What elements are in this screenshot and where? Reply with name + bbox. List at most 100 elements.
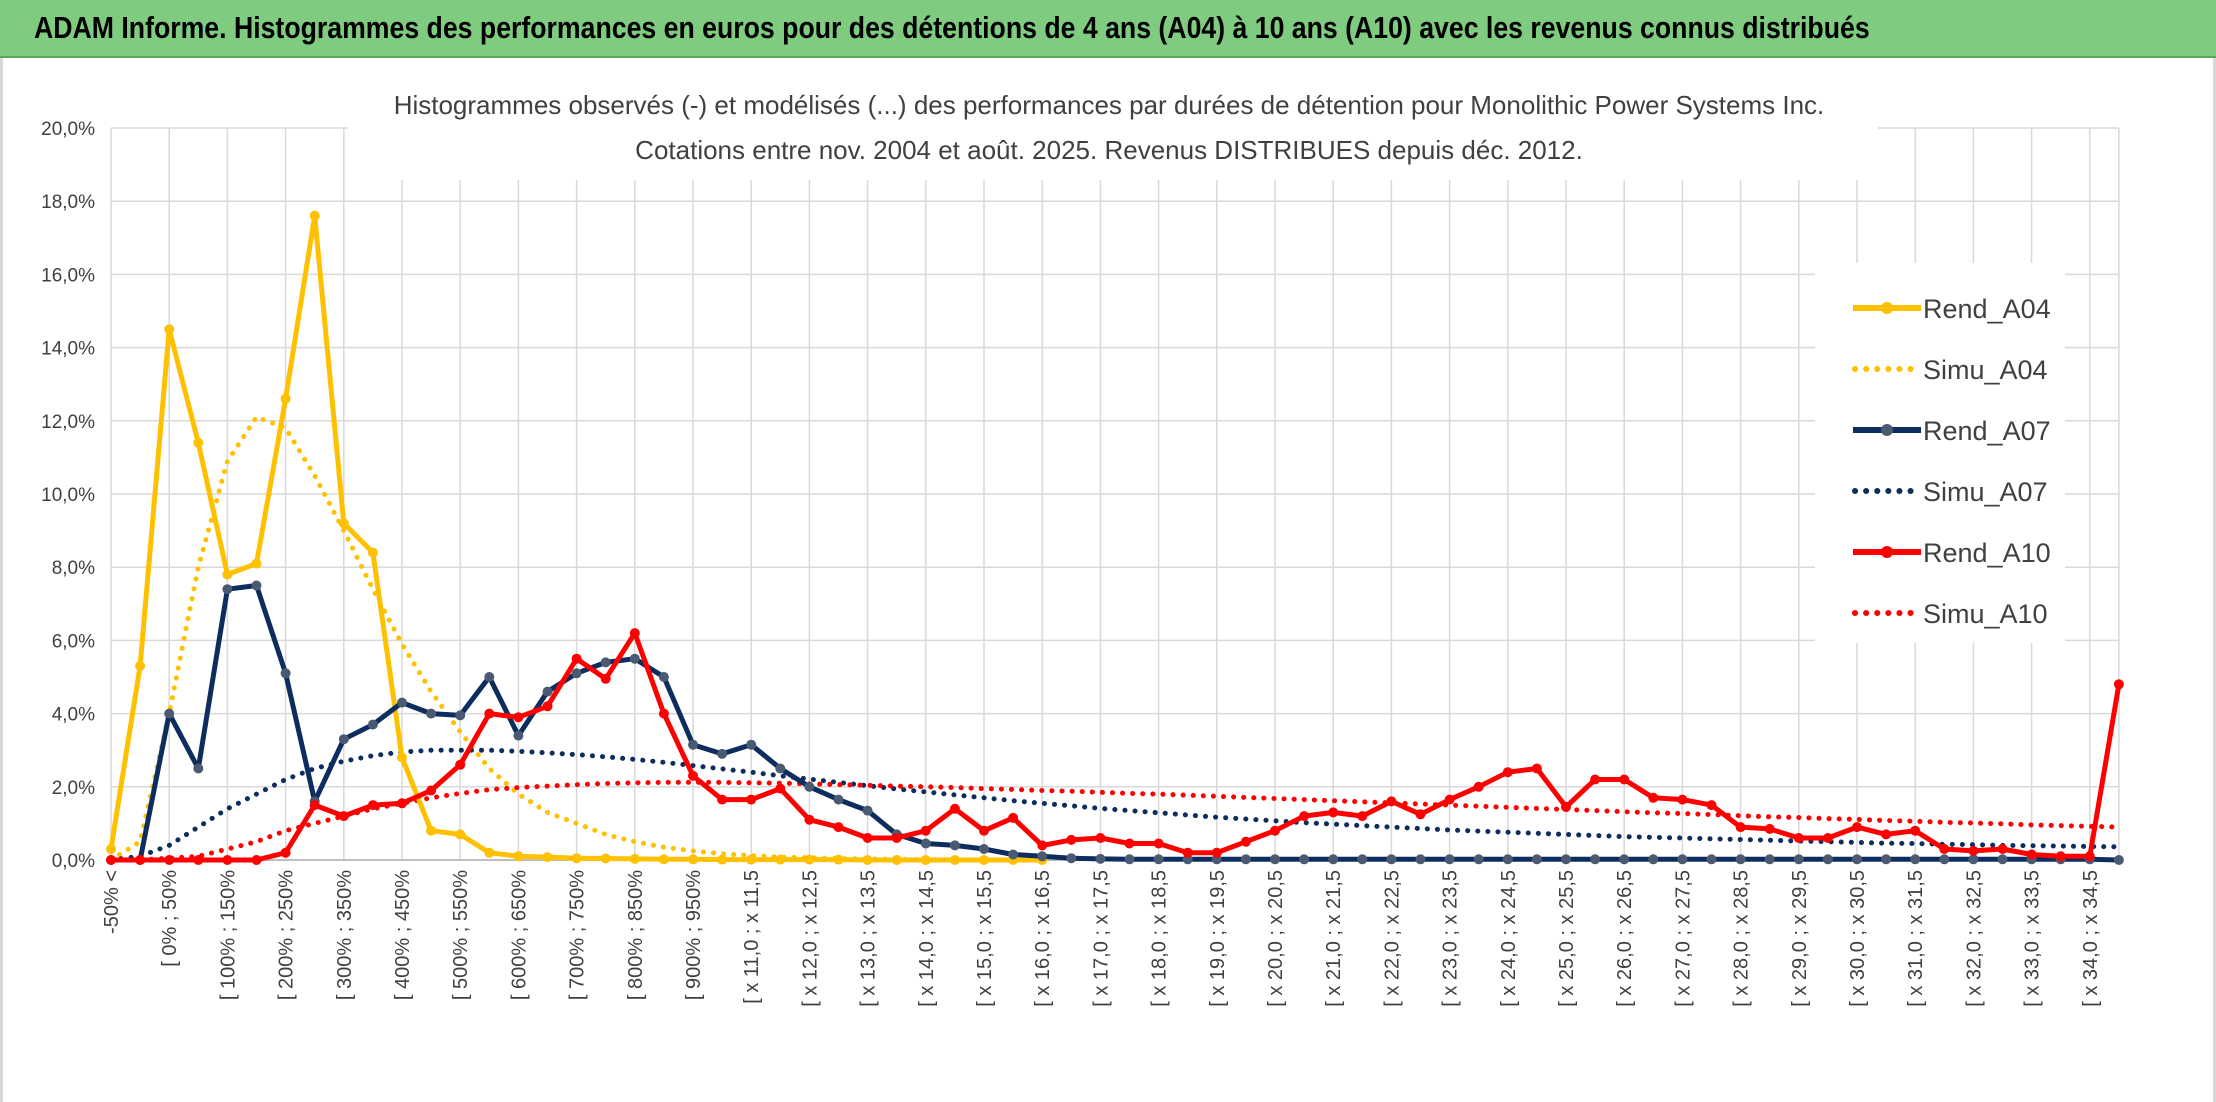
series-line-simu-a07 bbox=[108, 747, 2122, 863]
data-point-rend-a10 bbox=[1735, 822, 1746, 833]
y-axis: 0,0% 2,0% 4,0% 6,0% 8,0% 10,0% 12,0% 14,0% 16,0%… bbox=[41, 119, 95, 872]
series-line-simu-a04 bbox=[108, 414, 1016, 863]
data-point-rend-a10 bbox=[862, 833, 873, 843]
data-point-rend-a10 bbox=[338, 811, 349, 822]
data-point-rend-a07 bbox=[746, 739, 757, 750]
x-tick-label: [ x 17,0 ; x 17,5 bbox=[1090, 870, 1112, 1007]
report-title: ADAM Informe. Histogrammes des performan… bbox=[34, 10, 1870, 45]
x-tick-label: [ 800% ; 850% bbox=[625, 870, 647, 1000]
data-point-rend-a07 bbox=[804, 781, 815, 792]
data-point-rend-a10 bbox=[1502, 767, 1513, 778]
data-point-rend-a07 bbox=[1997, 854, 2008, 865]
data-point-rend-a04 bbox=[746, 854, 757, 865]
x-axis: -50% < [ 0% ; 50% [ 100% ; 150% [ 200% ; 25… bbox=[101, 859, 2119, 1007]
data-point-rend-a10 bbox=[658, 708, 669, 719]
data-point-rend-a07 bbox=[397, 697, 407, 708]
data-point-rend-a07 bbox=[1531, 854, 1542, 865]
data-point-rend-a07 bbox=[1735, 854, 1746, 865]
data-point-rend-a07 bbox=[338, 734, 349, 745]
data-point-rend-a04 bbox=[600, 853, 611, 864]
data-point-rend-a04 bbox=[338, 518, 349, 529]
data-point-rend-a07 bbox=[367, 719, 378, 730]
y-tick-label: 16,0% bbox=[41, 265, 95, 286]
data-point-rend-a10 bbox=[1008, 812, 1019, 823]
data-point-rend-a07 bbox=[1444, 854, 1455, 865]
x-tick-label: [ x 29,0 ; x 29,5 bbox=[1789, 870, 1811, 1007]
data-point-rend-a10 bbox=[1357, 811, 1368, 822]
data-point-rend-a04 bbox=[862, 855, 873, 865]
data-point-rend-a10 bbox=[135, 855, 146, 865]
data-point-rend-a10 bbox=[600, 673, 611, 684]
data-point-rend-a10 bbox=[1211, 847, 1222, 858]
data-point-rend-a04 bbox=[775, 854, 786, 865]
data-point-rend-a10 bbox=[2084, 851, 2095, 862]
data-point-rend-a07 bbox=[1764, 854, 1775, 865]
data-point-rend-a07 bbox=[1415, 854, 1426, 865]
data-point-rend-a10 bbox=[1444, 794, 1455, 805]
data-point-rend-a07 bbox=[484, 672, 495, 682]
data-point-rend-a10 bbox=[1386, 796, 1397, 807]
data-point-rend-a07 bbox=[1677, 854, 1688, 865]
data-point-rend-a10 bbox=[1415, 809, 1426, 820]
data-point-rend-a10 bbox=[426, 785, 437, 796]
data-point-rend-a04 bbox=[688, 854, 698, 865]
data-point-rend-a07 bbox=[1153, 854, 1164, 865]
data-point-rend-a10 bbox=[193, 855, 204, 865]
y-tick-label: 14,0% bbox=[41, 339, 95, 360]
legend-background bbox=[1815, 263, 2065, 643]
data-point-rend-a04 bbox=[455, 829, 466, 840]
data-point-rend-a10 bbox=[251, 855, 262, 865]
data-point-rend-a07 bbox=[1968, 854, 1979, 865]
data-point-rend-a10 bbox=[1619, 774, 1630, 785]
series-line-rend-a07 bbox=[111, 583, 2119, 863]
legend-label-simu-a07: Simu_A07 bbox=[1923, 477, 2048, 507]
data-point-rend-a10 bbox=[1968, 845, 1979, 856]
data-point-rend-a04 bbox=[804, 854, 815, 865]
data-point-rend-a07 bbox=[1502, 854, 1513, 865]
data-point-rend-a10 bbox=[1153, 838, 1164, 849]
data-point-rend-a04 bbox=[571, 853, 582, 864]
x-tick-label: [ x 18,0 ; x 18,5 bbox=[1149, 870, 1171, 1007]
data-point-rend-a07 bbox=[193, 763, 204, 774]
x-tick-label: -50% < bbox=[101, 870, 123, 934]
data-point-rend-a07 bbox=[1852, 854, 1862, 865]
data-point-rend-a10 bbox=[979, 825, 989, 836]
data-point-rend-a04 bbox=[920, 855, 931, 865]
data-point-rend-a10 bbox=[2026, 849, 2037, 860]
data-point-rend-a07 bbox=[251, 580, 262, 591]
data-point-rend-a04 bbox=[251, 558, 262, 569]
x-tick-label: [ x 27,0 ; x 27,5 bbox=[1672, 870, 1694, 1007]
data-point-rend-a07 bbox=[2113, 855, 2124, 865]
data-point-rend-a07 bbox=[1037, 851, 1048, 862]
data-point-rend-a04 bbox=[106, 844, 116, 854]
data-point-rend-a07 bbox=[717, 748, 728, 759]
data-point-rend-a07 bbox=[571, 668, 582, 679]
series-lines bbox=[106, 210, 2124, 865]
data-point-rend-a10 bbox=[1240, 836, 1251, 847]
chart-title-line-1: Histogrammes observés (-) et modélisés (… bbox=[394, 90, 1825, 120]
data-point-rend-a07 bbox=[1357, 854, 1368, 865]
histogram-chart: 0,0% 2,0% 4,0% 6,0% 8,0% 10,0% 12,0% 14,0% 16,0%… bbox=[41, 80, 2124, 1007]
data-point-rend-a04 bbox=[193, 437, 204, 448]
data-point-rend-a07 bbox=[1619, 854, 1630, 865]
data-point-rend-a10 bbox=[2055, 851, 2066, 862]
data-point-rend-a04 bbox=[397, 752, 407, 763]
data-point-rend-a04 bbox=[629, 853, 640, 864]
data-point-rend-a10 bbox=[1473, 781, 1484, 792]
x-tick-label: [ 400% ; 450% bbox=[392, 870, 414, 1000]
data-point-rend-a10 bbox=[164, 855, 175, 865]
data-point-rend-a07 bbox=[1124, 854, 1135, 865]
legend-label-simu-a04: Simu_A04 bbox=[1923, 355, 2048, 385]
x-tick-label: [ 900% ; 950% bbox=[683, 870, 705, 1000]
data-point-rend-a10 bbox=[1270, 825, 1280, 836]
data-point-rend-a07 bbox=[1240, 854, 1251, 865]
data-point-rend-a10 bbox=[484, 708, 495, 719]
chart-frame: 0,0% 2,0% 4,0% 6,0% 8,0% 10,0% 12,0% 14,0% 16,0%… bbox=[0, 58, 2216, 1102]
data-point-rend-a07 bbox=[1910, 854, 1921, 865]
data-point-rend-a04 bbox=[484, 847, 495, 858]
data-point-rend-a10 bbox=[920, 825, 931, 836]
data-point-rend-a10 bbox=[775, 783, 786, 794]
data-point-rend-a10 bbox=[1182, 847, 1193, 858]
data-point-rend-a04 bbox=[164, 324, 175, 335]
data-point-rend-a04 bbox=[367, 547, 378, 558]
